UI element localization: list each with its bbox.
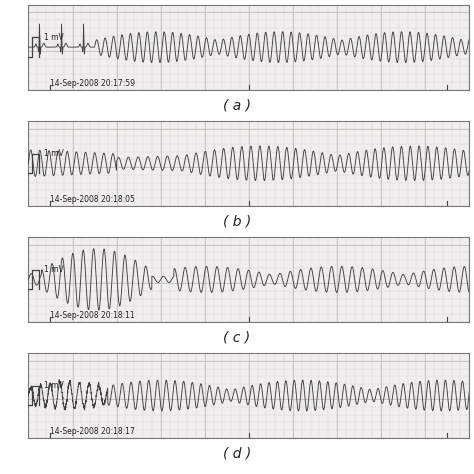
Text: 1 mV: 1 mV bbox=[44, 382, 64, 391]
Text: ( d ): ( d ) bbox=[223, 447, 251, 461]
Text: 1 mV: 1 mV bbox=[44, 149, 64, 158]
Text: 1 mV: 1 mV bbox=[44, 265, 64, 274]
Text: 14-Sep-2008 20:18:05: 14-Sep-2008 20:18:05 bbox=[50, 195, 136, 204]
Text: 1 mV: 1 mV bbox=[44, 33, 64, 42]
Text: ( a ): ( a ) bbox=[223, 98, 251, 112]
Text: 14-Sep-2008 20:18:17: 14-Sep-2008 20:18:17 bbox=[50, 427, 135, 436]
Text: 14-Sep-2008 20:18:11: 14-Sep-2008 20:18:11 bbox=[50, 311, 135, 320]
Text: ( c ): ( c ) bbox=[223, 330, 251, 345]
Text: ( b ): ( b ) bbox=[223, 214, 251, 228]
Text: 14-Sep-2008 20:17:59: 14-Sep-2008 20:17:59 bbox=[50, 79, 136, 88]
